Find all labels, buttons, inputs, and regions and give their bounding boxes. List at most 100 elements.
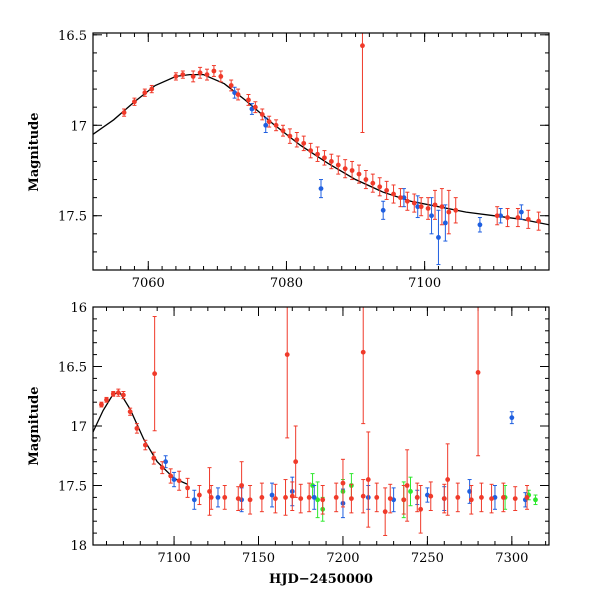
data-point <box>415 204 421 210</box>
data-point <box>342 166 348 172</box>
data-point <box>328 159 334 164</box>
data-point <box>333 495 339 500</box>
data-point <box>252 104 258 110</box>
data-point <box>283 495 288 500</box>
data-point <box>414 495 420 500</box>
data-point <box>360 493 366 499</box>
data-point <box>306 495 312 500</box>
data-point <box>524 495 530 500</box>
data-point <box>266 119 272 125</box>
x-tick-label: 7100 <box>408 276 441 291</box>
data-point <box>518 209 524 215</box>
data-point <box>335 162 341 168</box>
data-point <box>311 495 317 500</box>
data-point <box>404 198 410 204</box>
data-point <box>218 74 224 79</box>
data-point <box>365 477 371 482</box>
data-point <box>142 90 148 96</box>
data-point <box>110 391 116 397</box>
data-point <box>401 195 407 201</box>
data-point <box>149 86 155 92</box>
y-tick-label: 17.5 <box>58 210 87 225</box>
data-point <box>298 496 304 501</box>
data-point <box>185 485 190 491</box>
data-point <box>99 402 104 407</box>
data-point <box>142 442 148 448</box>
data-point <box>446 209 452 215</box>
data-point <box>501 495 506 500</box>
data-point <box>121 110 127 116</box>
data-point <box>289 493 295 499</box>
plot-frame <box>92 306 550 546</box>
data-point <box>280 128 286 134</box>
data-point <box>173 74 179 79</box>
data-point <box>374 495 380 500</box>
data-point <box>498 213 504 219</box>
x-tick-label: 7100 <box>158 551 191 566</box>
series-red <box>121 33 542 235</box>
data-point <box>429 213 434 219</box>
data-point <box>197 70 203 76</box>
data-point <box>349 168 355 173</box>
data-point <box>115 390 121 396</box>
data-point <box>515 215 521 220</box>
data-point <box>439 204 445 210</box>
data-point <box>425 206 431 211</box>
data-point <box>477 222 483 228</box>
data-point <box>134 425 140 431</box>
plot-area <box>93 33 549 266</box>
data-point <box>228 83 234 88</box>
data-point <box>315 151 320 157</box>
data-point <box>340 480 346 486</box>
data-point <box>259 112 265 117</box>
data-point <box>168 473 174 479</box>
data-point <box>436 235 441 240</box>
data-point <box>489 496 494 501</box>
y-tick-label: 16.5 <box>58 29 87 44</box>
data-point <box>408 489 413 494</box>
data-point <box>294 137 300 143</box>
data-point <box>121 392 126 398</box>
data-point <box>509 415 515 421</box>
data-point <box>445 477 451 482</box>
data-point <box>273 496 278 501</box>
top-panel: 7060 7080 7100 16.5 17 17.5 <box>58 29 550 291</box>
data-point <box>247 497 253 503</box>
data-point <box>318 186 324 191</box>
data-point <box>151 455 157 461</box>
data-point <box>207 489 212 494</box>
data-point <box>127 409 133 415</box>
data-point <box>479 495 484 500</box>
data-point <box>455 495 461 500</box>
plot-frame <box>92 32 550 271</box>
x-tick-label: 7250 <box>411 551 444 566</box>
data-point <box>215 495 221 500</box>
data-point <box>191 497 197 503</box>
data-point <box>442 220 448 226</box>
data-point <box>349 496 354 501</box>
data-point <box>235 92 241 97</box>
x-tick-label: 7080 <box>270 276 303 291</box>
data-point <box>468 497 474 503</box>
x-tick-label: 7150 <box>242 551 275 566</box>
data-point <box>418 506 424 512</box>
data-point <box>475 370 481 375</box>
data-point <box>269 492 275 498</box>
bottom-panel: 7100 7150 7200 7250 7300 16 16.5 17 17.5 18 <box>58 301 550 566</box>
data-point <box>384 187 390 193</box>
data-point <box>315 497 321 503</box>
x-tick-label: 7300 <box>495 551 528 566</box>
data-point <box>159 465 165 471</box>
data-point <box>387 496 393 501</box>
y-tick-label: 17 <box>70 119 87 134</box>
data-point <box>273 122 279 128</box>
plot-area <box>93 307 538 536</box>
data-point <box>235 496 241 501</box>
y-tick-label: 16 <box>70 301 87 316</box>
data-point <box>320 497 326 503</box>
y-tick-label: 16.5 <box>58 361 87 376</box>
data-point <box>239 483 245 488</box>
data-point <box>246 97 251 103</box>
data-point <box>441 496 447 501</box>
